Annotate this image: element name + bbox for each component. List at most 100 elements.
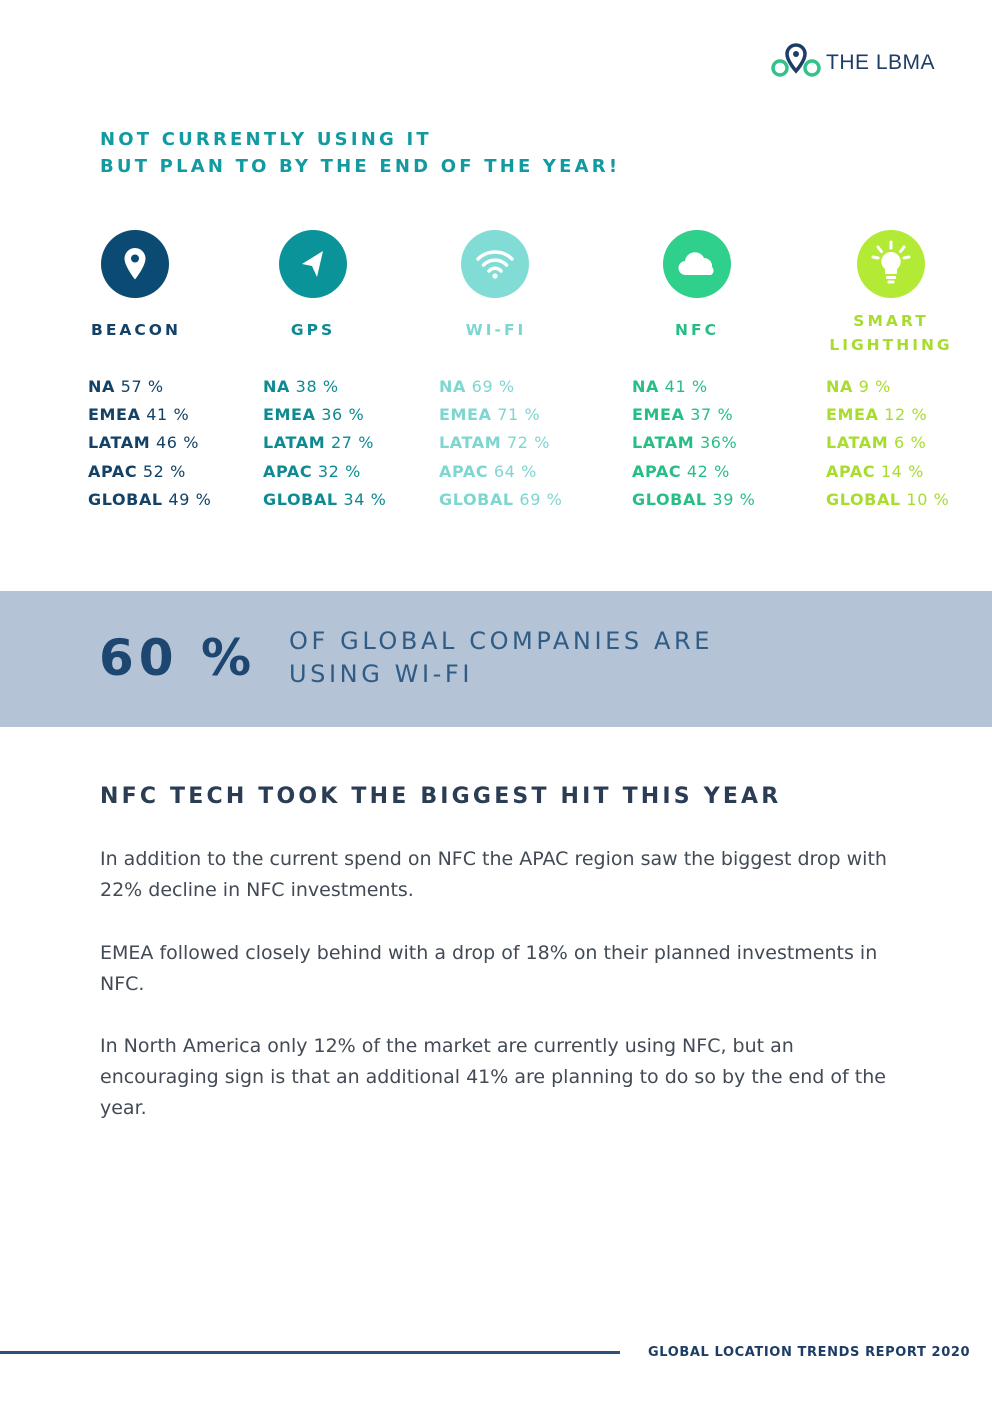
stat-row: NA 57 % [88,373,211,401]
stat-value: 64 % [493,461,537,481]
tech-label-gps: GPS [290,321,336,339]
beacon-circle [101,230,169,298]
stats-smart-lighting: NA 9 % EMEA 12 % LATAM 6 % APAC 14 % GLO… [826,373,949,514]
logo-mark-icon [770,41,822,85]
stat-row: GLOBAL 69 % [439,486,562,514]
stat-region: EMEA [632,405,685,425]
stat-region: LATAM [826,433,889,453]
paragraph-3: In North America only 12% of the market … [100,1035,886,1119]
lbma-logo: THE LBMA [770,42,935,84]
tech-column-beacon [101,230,169,298]
stat-row: NA 69 % [439,373,562,401]
stat-row: GLOBAL 39 % [632,486,755,514]
footer-text: GLOBAL LOCATION TRENDS REPORT 2020 [648,1345,971,1360]
logo-text-bold: LBMA [875,51,936,74]
stat-value: 12 % [884,405,928,425]
stat-row: EMEA 71 % [439,401,562,429]
stat-region: EMEA [88,405,141,425]
nfc-circle [663,230,731,298]
footer-divider [0,1351,620,1354]
stat-row: EMEA 41 % [88,401,211,429]
stat-value: 36% [700,433,738,453]
stat-region: GLOBAL [826,489,901,509]
stat-value: 34 % [343,489,387,509]
tech-label-beacon: BEACON [91,321,181,339]
stat-row: EMEA 37 % [632,401,755,429]
stat-value: 37 % [690,405,734,425]
stat-value: 49 % [168,489,212,509]
stat-region: APAC [826,461,876,481]
stat-region: NA [632,377,659,396]
logo-text-plain: THE [826,51,876,74]
stat-row: EMEA 12 % [826,401,949,429]
stat-value: 9 % [858,377,891,396]
lightbulb-icon [871,240,911,284]
stat-value: 36 % [321,405,365,425]
stat-region: APAC [439,461,489,481]
stat-region: LATAM [632,433,695,453]
stat-region: GLOBAL [632,489,707,509]
stat-row: LATAM 36% [632,429,755,457]
stat-region: GLOBAL [439,489,514,509]
location-pin-icon [124,248,146,280]
stat-region: APAC [263,461,313,481]
stat-row: EMEA 36 % [263,401,386,429]
stat-region: EMEA [826,405,879,425]
stat-value: 38 % [295,377,339,396]
stat-value: 27 % [331,433,375,453]
stat-region: LATAM [88,433,151,453]
stat-region: NA [88,377,115,396]
wifi-icon [476,250,514,279]
stat-row: GLOBAL 34 % [263,486,386,514]
stat-region: APAC [88,461,138,481]
stat-value: 14 % [880,461,924,481]
stats-nfc: NA 41 % EMEA 37 % LATAM 36% APAC 42 % GL… [632,373,755,514]
tech-column-smart-lighting [857,230,925,298]
stats-gps: NA 38 % EMEA 36 % LATAM 27 % APAC 32 % G… [263,373,386,514]
stats-beacon: NA 57 % EMEA 41 % LATAM 46 % APAC 52 % G… [88,373,211,514]
stats-wifi: NA 69 % EMEA 71 % LATAM 72 % APAC 64 % G… [439,373,562,514]
stat-row: APAC 14 % [826,458,949,486]
stat-row: NA 9 % [826,373,949,401]
tech-label-line-2: LIGHTHING [829,336,953,354]
wifi-circle [461,230,529,298]
smart-lighting-circle [857,230,925,298]
tech-column-wifi [461,230,529,298]
stat-value: 10 % [906,489,950,509]
stat-row: GLOBAL 49 % [88,486,211,514]
stat-row: LATAM 27 % [263,429,386,457]
stat-value: 42 % [686,461,730,481]
stat-region: APAC [632,461,682,481]
stat-row: APAC 32 % [263,458,386,486]
stat-region: NA [826,377,853,396]
stat-value: 52 % [142,461,186,481]
stat-region: NA [439,377,466,396]
stat-row: LATAM 6 % [826,429,949,457]
stat-value: 71 % [497,405,541,425]
callout-text: OF GLOBAL COMPANIES ARE USING WI-FI [289,625,759,691]
stat-value: 69 % [471,377,515,396]
logo-text: THE LBMA [826,51,935,75]
paragraph-2: EMEA followed closely behind with a drop… [100,942,878,995]
callout-band [0,591,992,727]
stat-value: 6 % [894,433,927,453]
navigation-arrow-icon [302,251,323,277]
stat-row: NA 38 % [263,373,386,401]
stat-row: LATAM 72 % [439,429,562,457]
heading-line-1: NOT CURRENTLY USING IT [100,129,432,150]
stat-region: LATAM [439,433,502,453]
stat-row: APAC 64 % [439,458,562,486]
tech-label-line-1: SMART [853,312,929,330]
tech-column-nfc [663,230,731,298]
stat-region: GLOBAL [263,489,338,509]
tech-label-smart-lighting: SMART LIGHTHING [821,309,961,357]
gps-circle [279,230,347,298]
stat-region: LATAM [263,433,326,453]
stat-region: EMEA [263,405,316,425]
callout-line-2: USING WI-FI [289,660,474,688]
stat-region: NA [263,377,290,396]
tech-column-gps [279,230,347,298]
heading-line-2: BUT PLAN TO BY THE END OF THE YEAR! [100,156,621,177]
stat-region: EMEA [439,405,492,425]
section-title: NFC TECH TOOK THE BIGGEST HIT THIS YEAR [100,784,782,809]
